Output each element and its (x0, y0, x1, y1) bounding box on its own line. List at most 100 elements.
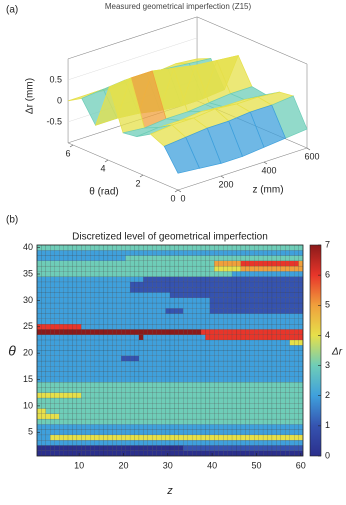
heatmap-cell (262, 318, 268, 325)
heatmap-cell (90, 418, 95, 425)
heatmap-cell (45, 281, 51, 288)
heatmap-cell (183, 408, 188, 414)
heatmap-cell (200, 287, 206, 293)
heatmap-cell (271, 360, 277, 367)
heatmap-cell (81, 255, 86, 261)
heatmap-cell (187, 260, 193, 267)
heatmap-cell (214, 376, 219, 383)
heatmap-cell (138, 339, 144, 346)
heatmap-cell (289, 382, 295, 388)
heatmap-cell (121, 429, 126, 436)
heatmap-cell (214, 366, 219, 372)
heatmap-cell (143, 292, 148, 298)
heatmap-cell (41, 287, 46, 293)
heatmap-cell (36, 339, 42, 346)
heatmap-cell (36, 313, 42, 319)
heatmap-cell (156, 434, 162, 441)
heatmap-cell (249, 250, 255, 256)
heatmap-cell (81, 302, 86, 309)
heatmap-cell (121, 324, 126, 330)
heatmap-cell (165, 244, 171, 251)
heatmap-cell (165, 324, 171, 330)
heatmap-cell (98, 287, 104, 293)
heatmap-cell (245, 350, 250, 356)
heatmap-cell (285, 276, 290, 283)
heatmap-cell (152, 392, 157, 399)
heatmap-cell (165, 382, 171, 388)
heatmap-cell (169, 450, 175, 457)
heatmap-cell (262, 276, 268, 283)
heatmap-cell (161, 265, 166, 272)
heatmap-cell (50, 255, 55, 261)
heatmap-cell (192, 413, 197, 420)
heatmap-cell (276, 418, 281, 425)
heatmap-cell (262, 424, 268, 430)
heatmap-cell (192, 318, 197, 325)
heatmap-cell (107, 371, 113, 378)
heatmap-cell (192, 271, 197, 277)
heatmap-cell (103, 281, 109, 288)
heatmap-cell (138, 371, 144, 378)
heatmap-cell (209, 287, 215, 293)
heatmap-cell (169, 281, 175, 288)
heatmap-cell (276, 345, 281, 351)
heatmap-cell (231, 392, 237, 399)
heatmap-cell (36, 250, 42, 256)
heatmap-cell (169, 292, 175, 298)
heatmap-cell (214, 276, 219, 283)
heatmap-cell (129, 376, 135, 383)
heatmap-cell (249, 355, 255, 362)
heatmap-cell (298, 440, 304, 446)
heatmap-cell (50, 324, 55, 330)
heatmap-cell (240, 329, 246, 335)
heatmap-cell (165, 434, 171, 441)
heatmap-cell (147, 450, 153, 457)
heatmap-cell (41, 434, 46, 441)
heatmap-cell (178, 445, 184, 451)
heatmap-cell (121, 287, 126, 293)
heatmap-cell (200, 334, 206, 341)
heatmap-cell (72, 450, 78, 457)
heatmap-cell (214, 387, 219, 393)
heatmap-cell (267, 424, 273, 430)
heatmap-cell (174, 318, 179, 325)
heatmap-cell (134, 382, 140, 388)
heatmap-cell (147, 334, 153, 341)
heatmap-cell (231, 244, 237, 251)
heatmap-cell (147, 392, 153, 399)
heatmap-cell (294, 297, 299, 304)
heatmap-cell (227, 403, 233, 409)
heatmap-cell (223, 265, 228, 272)
heatmap-cell (107, 281, 113, 288)
heatmap-cell (138, 250, 144, 256)
heatmap-cell (192, 260, 197, 267)
heatmap-cell (81, 397, 86, 404)
heatmap-cell (174, 355, 179, 362)
heatmap-cell (183, 324, 188, 330)
heatmap-cell (200, 281, 206, 288)
heatmap-cell (280, 271, 286, 277)
heatmap-cell (258, 281, 264, 288)
heatmap-cell (45, 360, 51, 367)
heatmap-cell (267, 355, 273, 362)
heatmap-cell (81, 434, 86, 441)
heatmap-cell (112, 366, 117, 372)
heatmap-cell (36, 392, 42, 399)
heatmap-cell (45, 408, 51, 414)
heatmap-cell (218, 429, 224, 436)
heatmap-cell (72, 355, 78, 362)
heatmap-cell (236, 350, 242, 356)
heatmap-cell (214, 392, 219, 399)
colorbar-tick-label: 4 (325, 330, 330, 340)
heatmap-cell (196, 408, 202, 414)
heatmap-cell (200, 265, 206, 272)
heatmap-cell (59, 429, 64, 436)
heatmap-cell (98, 308, 104, 314)
heatmap-cell (81, 350, 86, 356)
heatmap-cell (98, 355, 104, 362)
heatmap-cell (245, 260, 250, 267)
heatmap-cell (294, 440, 299, 446)
heatmap-cell (271, 334, 277, 341)
heatmap-cell (143, 424, 148, 430)
